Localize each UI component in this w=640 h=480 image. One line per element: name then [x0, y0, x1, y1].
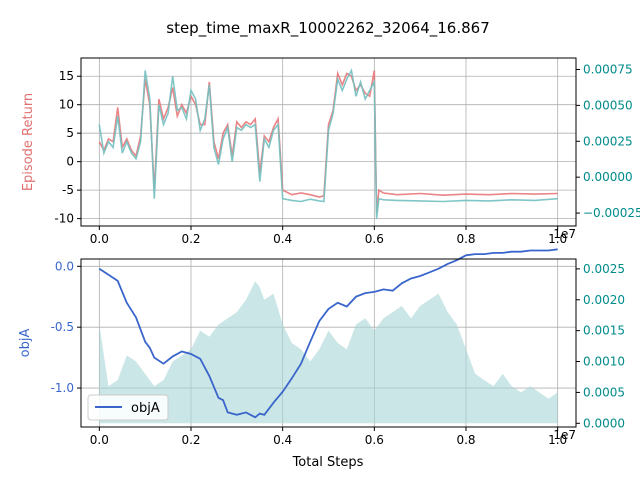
legend-label-objA: objA [131, 401, 160, 416]
bottom-subplot: -1.0-0.50.0 0.00000.00050.00100.00150.00… [18, 248, 625, 470]
y2-tick-label: 0.0020 [583, 293, 625, 307]
x-tick-label: 0.4 [273, 433, 292, 447]
bottom-yticks: -1.0 -0.5 0.0 [51, 259, 81, 395]
x-tick-label: 0.6 [365, 232, 384, 246]
y2-tick-label: 0.00075 [583, 62, 633, 76]
top-grid [81, 58, 576, 226]
x-tick-label: 0.2 [181, 232, 200, 246]
y2-tick-label: 0.0000 [583, 416, 625, 430]
x-tick-label: 0.4 [273, 232, 292, 246]
top-axes-frame [80, 57, 577, 227]
legend-box [87, 394, 169, 421]
top-ylabel: Episode Return [21, 93, 36, 191]
y2-tick-label: 0.0015 [583, 324, 625, 338]
bottom-lines [98, 248, 558, 419]
bottom-axes-frame [80, 258, 577, 428]
top-series-line-1 [98, 68, 558, 219]
chart-title: step_time_maxR_10002262_32064_16.867 [166, 19, 490, 38]
y2-tick-label: 0.00000 [583, 170, 633, 184]
top-y2ticks: −0.00025 0.00000 0.00025 0.00050 0.00075 [576, 62, 640, 220]
bottom-xlabel: Total Steps [292, 455, 364, 470]
y-tick-label: 15 [59, 69, 74, 83]
y-tick-label: 0 [66, 155, 74, 169]
top-subplot: -10 -5 0 5 10 15 −0.00025 0.00000 0.00025 0.0005… [21, 57, 640, 246]
x-tick-label: 0.8 [456, 232, 475, 246]
y2-tick-label: 0.00050 [583, 98, 633, 112]
y-tick-label: -5 [62, 183, 74, 197]
y-tick-label: 5 [66, 126, 74, 140]
x-tick-label: 1.0 [548, 232, 567, 246]
legend: objA [87, 394, 169, 421]
y-tick-label: -10 [54, 212, 74, 226]
y-tick-label: -0.5 [51, 320, 74, 334]
top-x-exponent: 1e7 [553, 227, 576, 241]
y-tick-label: 10 [59, 98, 74, 112]
top-xticks: 0.0 0.2 0.4 0.6 0.8 1.0 [90, 226, 567, 246]
bottom-series-line-objA [98, 248, 558, 419]
y-tick-label: 0.0 [55, 259, 74, 273]
top-yticks: -10 -5 0 5 10 15 [54, 69, 81, 226]
x-tick-label: 0.0 [90, 433, 109, 447]
x-tick-label: 0.8 [456, 433, 475, 447]
y2-tick-label: 0.0005 [583, 385, 625, 399]
bottom-xticks: 0.0 0.2 0.4 0.6 0.8 1.0 [90, 427, 567, 447]
x-tick-label: 1.0 [548, 433, 567, 447]
top-lines [98, 68, 558, 219]
x-tick-label: 0.0 [90, 232, 109, 246]
bottom-x-exponent: 1e7 [553, 428, 576, 442]
y2-tick-label: 0.0010 [583, 355, 625, 369]
y-tick-label: -1.0 [51, 381, 74, 395]
bottom-ylabel: objA [18, 329, 33, 358]
x-tick-label: 0.2 [181, 433, 200, 447]
y2-tick-label: 0.00025 [583, 134, 633, 148]
bottom-y2ticks: 0.0000 0.0005 0.0010 0.0015 0.0020 0.0025 [576, 262, 625, 430]
y2-tick-label: 0.0025 [583, 262, 625, 276]
y2-tick-label: −0.00025 [583, 206, 640, 220]
x-tick-label: 0.6 [365, 433, 384, 447]
